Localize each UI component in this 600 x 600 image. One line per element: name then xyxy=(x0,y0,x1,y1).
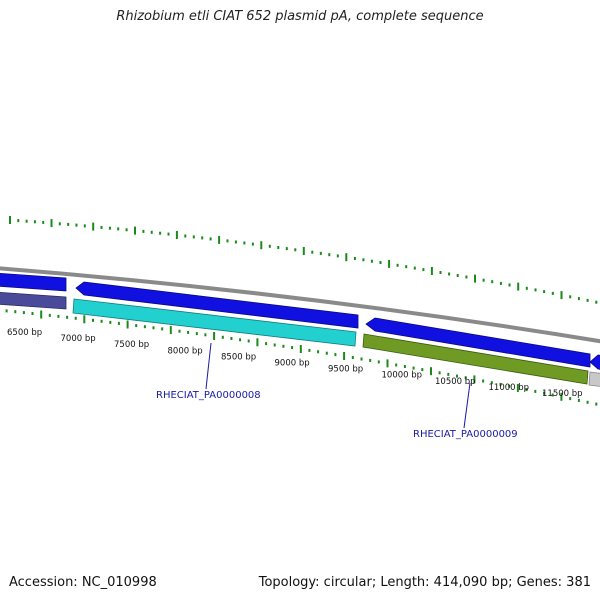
gene-arrow-forward-1[interactable] xyxy=(0,272,67,292)
position-tick-label: 7000 bp xyxy=(61,334,96,344)
gene-arrow-forward-2[interactable] xyxy=(75,281,359,329)
position-tick-label: 6500 bp xyxy=(7,328,42,338)
position-tick-label: 9500 bp xyxy=(328,365,363,375)
gene-label-pa0000009[interactable]: RHECIAT_PA0000009 xyxy=(413,429,518,440)
gene-label-pa0000008[interactable]: RHECIAT_PA0000008 xyxy=(156,390,261,401)
map-title: Rhizobium etli CIAT 652 plasmid pA, comp… xyxy=(116,9,484,24)
gc-skew-track-outer xyxy=(9,216,598,304)
position-tick-label: 10500 bp xyxy=(435,377,476,387)
position-tick-label: 7500 bp xyxy=(114,340,149,350)
cds-segment-purple[interactable] xyxy=(0,291,67,310)
position-axis: 6500 bp 7000 bp 7500 bp 8000 bp 8500 bp 9000 … xyxy=(7,328,583,399)
gene-callout-line-1 xyxy=(205,342,212,390)
gene-arrow-forward-3[interactable] xyxy=(365,317,591,368)
accession-text: Accession: NC_010998 xyxy=(9,575,157,590)
position-tick-label: 11500 bp xyxy=(542,389,583,399)
forward-strand-track xyxy=(0,272,600,370)
position-tick-label: 10000 bp xyxy=(382,371,423,381)
topology-summary-text: Topology: circular; Length: 414,090 bp; … xyxy=(258,575,591,590)
gene-callout-line-2 xyxy=(463,382,471,429)
position-tick-label: 8500 bp xyxy=(221,352,256,362)
position-tick-label: 11000 bp xyxy=(489,383,530,393)
gc-skew-track-inner xyxy=(5,309,598,406)
cds-track xyxy=(0,291,600,387)
cds-segment-gray[interactable] xyxy=(588,371,600,387)
cds-segment-olive[interactable] xyxy=(362,333,589,385)
position-tick-label: 8000 bp xyxy=(168,346,203,356)
gene-arrow-forward-4[interactable] xyxy=(589,354,600,370)
cds-segment-cyan[interactable] xyxy=(72,298,357,347)
position-tick-label: 9000 bp xyxy=(275,359,310,369)
sequence-backbone xyxy=(0,266,600,344)
